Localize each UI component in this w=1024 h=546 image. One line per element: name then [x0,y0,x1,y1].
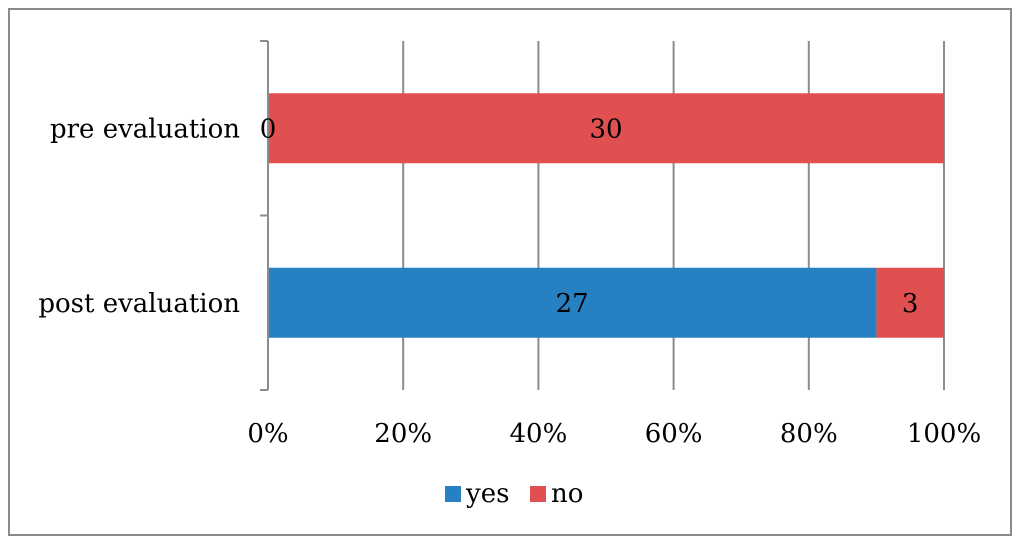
legend-swatch-no [530,486,546,502]
data-label-no: 3 [902,289,919,319]
category-label: post evaluation [38,289,240,319]
x-tick-label: 40% [510,419,568,449]
x-tick-label: 80% [780,419,838,449]
x-tick-label: 60% [645,419,703,449]
category-labels: pre evaluation post evaluation [38,114,240,319]
tick-labels: 0% 20% 40% 60% 80% 100% [247,419,981,449]
x-tick-label: 20% [374,419,432,449]
category-label: pre evaluation [50,114,240,144]
x-tick-label: 0% [247,419,288,449]
data-labels: 0 30 27 3 [260,114,919,319]
axes [260,40,269,391]
data-label-yes: 27 [556,289,589,319]
legend: yes no [445,479,583,509]
bars [268,93,944,338]
legend-label-no: no [551,479,583,509]
data-label-no: 30 [589,114,622,144]
x-tick-label: 100% [907,419,981,449]
bar-no [268,93,944,164]
bar-yes [268,267,877,338]
legend-swatch-yes [445,486,461,502]
data-label-yes: 0 [260,114,277,144]
legend-label-yes: yes [465,479,509,509]
bar-no [876,267,944,338]
